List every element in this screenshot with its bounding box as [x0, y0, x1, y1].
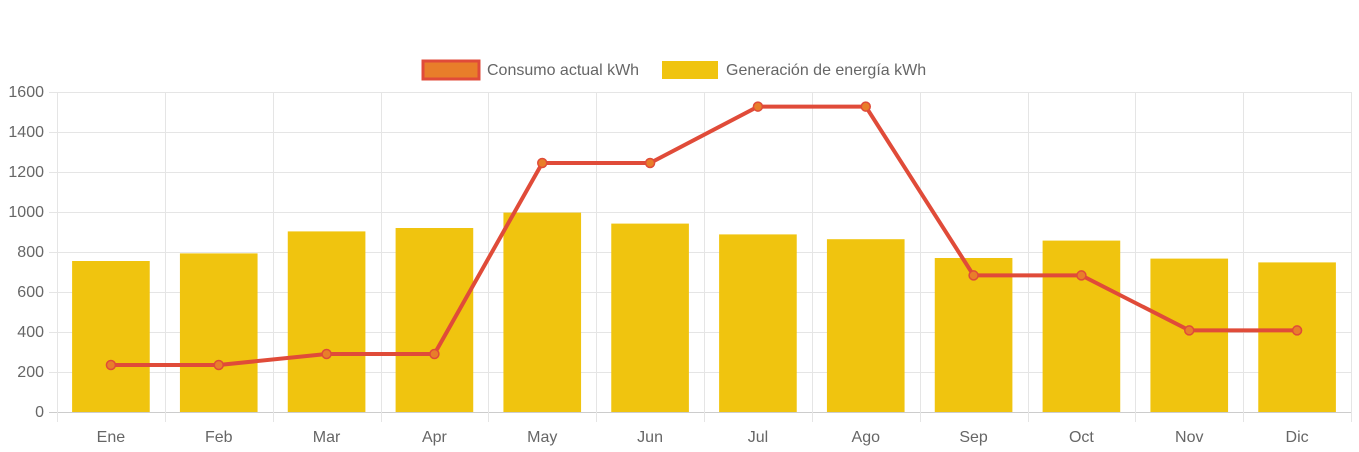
point-consumo[interactable] — [429, 348, 440, 360]
bar-generacion[interactable] — [395, 228, 474, 412]
y-tick-label: 200 — [17, 364, 44, 381]
bar-generacion[interactable] — [1042, 240, 1121, 412]
legend-item-generacion[interactable]: Generación de energía kWh — [662, 61, 926, 79]
x-tick-label: Jul — [748, 429, 768, 446]
y-tick-label: 1000 — [8, 204, 44, 221]
legend-swatch-consumo — [421, 59, 481, 81]
point-consumo[interactable] — [537, 157, 548, 169]
x-tick-label: Oct — [1069, 429, 1094, 446]
point-consumo[interactable] — [105, 359, 117, 371]
bar-generacion[interactable] — [72, 261, 150, 412]
y-tick-label: 1400 — [8, 124, 44, 141]
point-consumo[interactable] — [968, 270, 979, 281]
point-consumo[interactable] — [1184, 325, 1195, 336]
bar-generacion[interactable] — [287, 231, 366, 412]
point-consumo[interactable] — [321, 348, 332, 360]
point-consumo[interactable] — [1076, 270, 1087, 281]
x-tick-label: Ago — [852, 429, 881, 446]
point-consumo[interactable] — [644, 157, 656, 169]
x-tick-label: Apr — [422, 429, 448, 446]
y-tick-label: 1600 — [8, 84, 44, 101]
legend-item-consumo[interactable]: Consumo actual kWh — [421, 59, 639, 81]
bar-generacion[interactable] — [503, 212, 582, 412]
x-tick-label: Mar — [313, 429, 341, 446]
line-series-consumo — [105, 101, 1303, 371]
line-consumo — [108, 104, 1300, 367]
x-tick-label: May — [527, 429, 557, 446]
y-tick-label: 400 — [17, 324, 44, 341]
y-tick-label: 1200 — [8, 164, 44, 181]
x-axis: Ene Feb Mar Apr May Jun Jul Ago Sep Oct Nov Dic — [97, 429, 1309, 446]
legend-label-consumo: Consumo actual kWh — [487, 62, 639, 79]
x-tick-label: Jun — [637, 429, 663, 446]
bar-generacion[interactable] — [179, 253, 258, 412]
point-consumo[interactable] — [860, 101, 871, 112]
x-tick-label: Sep — [959, 429, 988, 446]
x-tick-label: Nov — [1175, 429, 1203, 446]
bar-generacion[interactable] — [719, 234, 797, 412]
bar-series-generacion — [72, 212, 1336, 412]
y-tick-label: 0 — [35, 404, 44, 421]
legend: Consumo actual kWh Generación de energía… — [421, 59, 926, 81]
bar-generacion[interactable] — [1258, 262, 1336, 412]
point-consumo[interactable] — [213, 359, 224, 371]
bar-generacion[interactable] — [611, 223, 689, 412]
legend-swatch-generacion — [662, 61, 718, 79]
y-axis: 0 200 400 600 800 1000 1200 1400 1600 — [8, 84, 44, 421]
bar-generacion[interactable] — [826, 239, 905, 412]
y-tick-label: 600 — [17, 284, 44, 301]
x-tick-label: Ene — [97, 429, 126, 446]
point-consumo[interactable] — [1291, 325, 1303, 336]
point-consumo[interactable] — [752, 101, 764, 112]
x-tick-label: Feb — [205, 429, 233, 446]
x-tick-label: Dic — [1286, 429, 1309, 446]
bar-generacion[interactable] — [934, 258, 1013, 412]
legend-label-generacion: Generación de energía kWh — [726, 62, 926, 79]
y-tick-label: 800 — [17, 244, 44, 261]
